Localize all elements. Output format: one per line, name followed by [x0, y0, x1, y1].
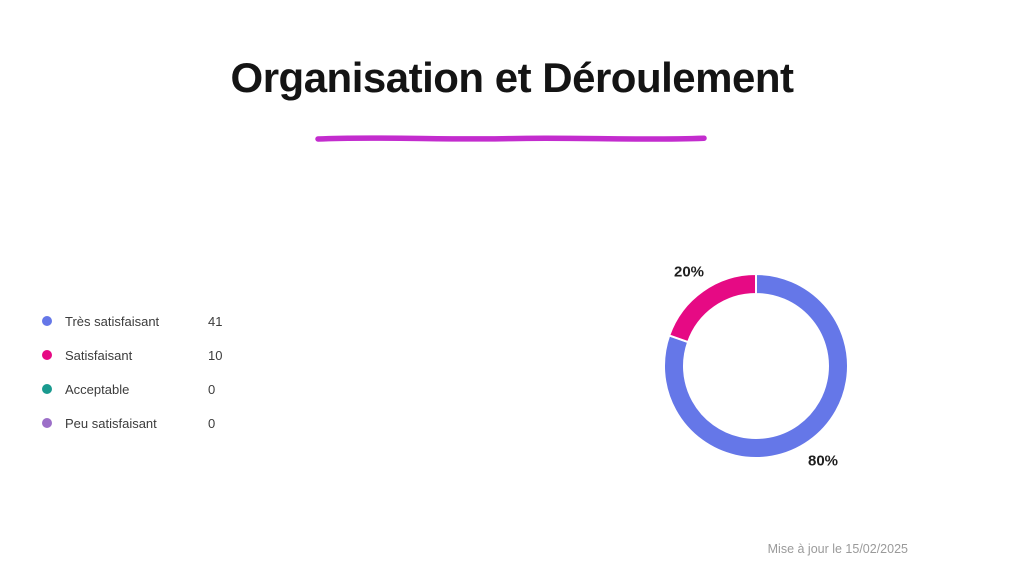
legend-dot-icon	[42, 350, 52, 360]
legend-item-label: Acceptable	[65, 381, 130, 397]
legend-dot-icon	[42, 316, 52, 326]
donut-chart: 80% 20%	[663, 263, 849, 470]
legend-item-label: Très satisfaisant	[65, 313, 160, 329]
legend-item-value: 41	[208, 313, 223, 329]
legend-item-value: 10	[208, 347, 223, 363]
legend-item-value: 0	[208, 381, 216, 397]
legend-item-0: Très satisfaisant 41	[42, 304, 222, 338]
legend-item-label: Satisfaisant	[65, 347, 133, 363]
donut-slice-0	[663, 273, 849, 459]
donut-slice-label-0: 80%	[808, 453, 838, 470]
donut-slice-label-1: 20%	[674, 263, 704, 280]
legend-item-value: 0	[208, 415, 216, 431]
donut-slice-1	[668, 273, 757, 344]
legend-item-2: Acceptable 0	[42, 372, 222, 406]
footer-update-note: Mise à jour le 15/02/2025	[767, 542, 908, 556]
chart-legend: Très satisfaisant 41 Satisfaisant 10 Accepta…	[42, 304, 222, 440]
legend-item-3: Peu satisfaisant 0	[42, 406, 222, 440]
legend-dot-icon	[42, 384, 52, 394]
page-title: Organisation et Déroulement	[230, 54, 794, 101]
legend-item-1: Satisfaisant 10	[42, 338, 222, 372]
underline-stroke	[315, 135, 707, 142]
title-underline-accent-icon	[315, 135, 707, 142]
legend-dot-icon	[42, 418, 52, 428]
legend-item-label: Peu satisfaisant	[65, 415, 157, 431]
